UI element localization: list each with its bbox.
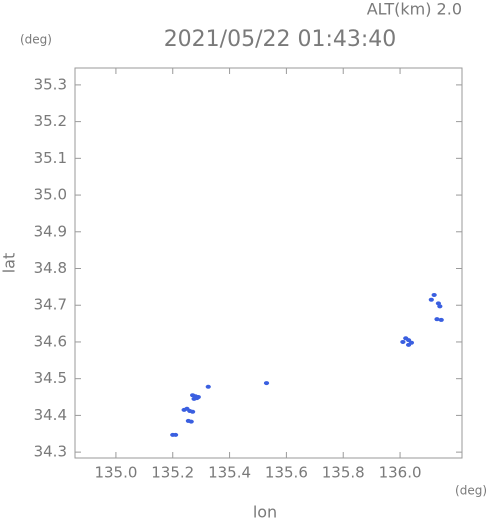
y-tick-label: 34.7	[34, 296, 67, 314]
echo-point	[437, 304, 443, 309]
x-tick-label: 135.8	[322, 464, 365, 482]
echo-point	[438, 317, 444, 322]
echo-point	[190, 409, 196, 414]
y-unit: (deg)	[20, 33, 52, 47]
x-tick-label: 135.2	[151, 464, 194, 482]
y-tick-label: 34.8	[34, 259, 67, 277]
echo-point	[431, 292, 437, 297]
plot-frame	[74, 67, 463, 459]
y-tick-label: 34.4	[34, 406, 67, 424]
x-tick-label: 135.4	[208, 464, 251, 482]
echo-point	[263, 381, 270, 386]
echo-point	[194, 396, 200, 401]
echo-point	[172, 432, 179, 437]
echo-point	[405, 342, 412, 347]
y-tick-label: 34.9	[34, 222, 67, 240]
y-tick-label: 35.0	[34, 186, 67, 204]
y-axis-label: lat	[0, 253, 19, 274]
altitude-label: ALT(km) 2.0	[367, 0, 462, 19]
echo-point	[428, 297, 434, 302]
x-tick-label: 135.0	[94, 464, 137, 482]
echo-point	[205, 384, 211, 389]
x-axis-label: lon	[253, 503, 277, 521]
x-tick-label: 136.0	[379, 464, 422, 482]
y-tick-label: 35.2	[34, 112, 67, 130]
echo-point	[400, 339, 406, 344]
x-unit: (deg)	[455, 484, 487, 498]
y-tick-label: 34.6	[34, 332, 67, 350]
chart-title: 2021/05/22 01:43:40	[164, 27, 397, 52]
y-tick-label: 35.1	[34, 149, 67, 167]
x-tick-label: 135.6	[265, 464, 308, 482]
echo-point	[434, 317, 440, 322]
echo-point	[188, 419, 194, 424]
y-tick-label: 35.3	[34, 75, 67, 93]
y-tick-label: 34.3	[34, 443, 67, 461]
y-tick-label: 34.5	[34, 369, 67, 387]
